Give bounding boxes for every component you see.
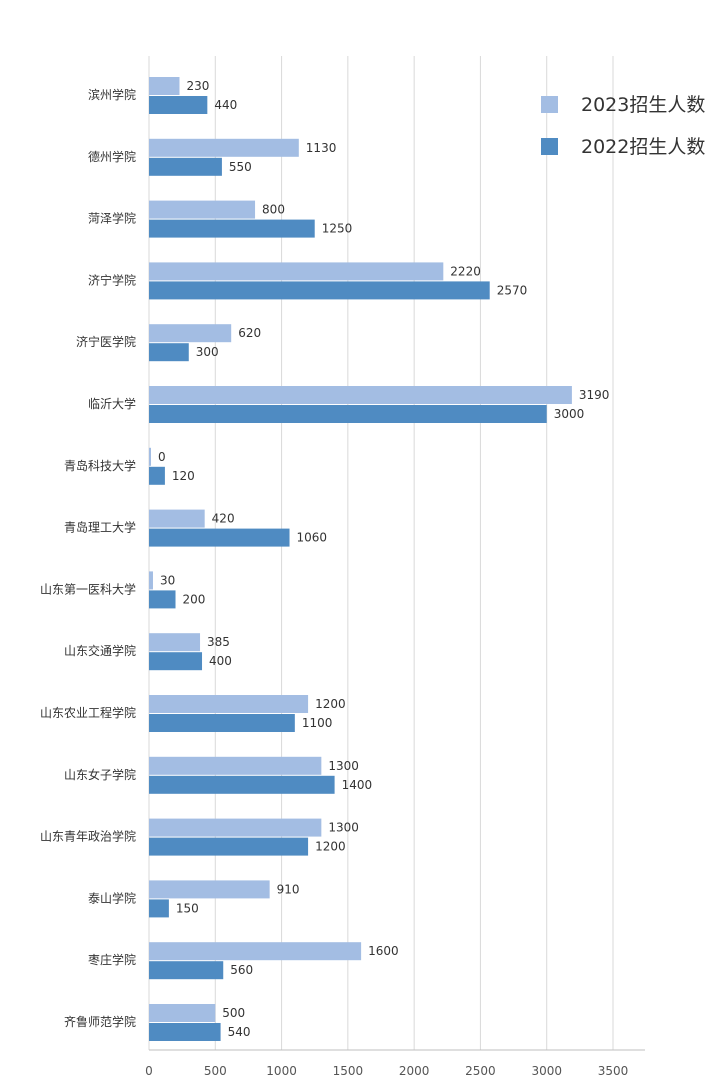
data-label: 550: [229, 160, 252, 174]
category-label: 菏泽学院: [88, 211, 136, 226]
bar-2022: [149, 775, 335, 794]
category-label: 滨州学院: [88, 87, 136, 102]
bar-2023: [149, 756, 322, 775]
data-label: 420: [212, 512, 235, 526]
x-tick-label: 3000: [531, 1064, 562, 1078]
category-label: 泰山学院: [88, 890, 136, 905]
data-label: 230: [186, 79, 209, 93]
category-label: 德州学院: [88, 149, 136, 164]
bar-2022: [149, 281, 490, 300]
data-label: 2220: [450, 264, 481, 278]
bar-2023: [149, 447, 151, 466]
x-tick-label: 1500: [333, 1064, 364, 1078]
bar-2022: [149, 157, 222, 176]
category-label: 山东交通学院: [64, 643, 136, 658]
data-label: 1200: [315, 697, 346, 711]
x-tick-label: 2000: [399, 1064, 430, 1078]
bar-2022: [149, 343, 189, 362]
x-tick-label: 3500: [598, 1064, 629, 1078]
category-label: 济宁学院: [88, 272, 136, 287]
data-label: 0: [158, 450, 166, 464]
data-label: 800: [262, 203, 285, 217]
legend-label: 2023招生人数: [581, 94, 705, 116]
data-label: 120: [172, 469, 195, 483]
bar-2022: [149, 219, 315, 238]
data-label: 3000: [554, 407, 585, 421]
category-label: 山东女子学院: [64, 767, 136, 782]
bar-2022: [149, 528, 290, 547]
data-label: 1130: [306, 141, 337, 155]
legend-swatch: [541, 138, 558, 155]
category-label: 青岛理工大学: [64, 520, 136, 535]
data-label: 910: [277, 882, 300, 896]
x-tick-label: 500: [204, 1064, 227, 1078]
bar-2022: [149, 405, 547, 423]
bar-2022: [149, 466, 165, 485]
category-label: 枣庄学院: [88, 952, 136, 967]
x-tick-label: 1000: [266, 1064, 297, 1078]
data-label: 150: [176, 901, 199, 915]
category-label: 齐鲁师范学院: [64, 1014, 136, 1029]
data-label: 560: [230, 963, 253, 977]
bar-2023: [149, 633, 201, 652]
data-label: 1200: [315, 840, 346, 854]
data-label: 540: [228, 1025, 251, 1039]
bar-2023: [149, 880, 270, 899]
legend-label: 2022招生人数: [581, 136, 705, 158]
category-labels: 滨州学院德州学院菏泽学院济宁学院济宁医学院临沂大学青岛科技大学青岛理工大学山东第…: [40, 87, 136, 1029]
category-label: 青岛科技大学: [64, 458, 136, 473]
bar-2023: [149, 386, 572, 404]
data-label: 200: [183, 592, 206, 606]
data-label: 500: [222, 1006, 245, 1020]
bar-2022: [149, 961, 224, 980]
data-label: 1300: [328, 821, 359, 835]
bar-2023: [149, 77, 180, 95]
bar-2022: [149, 1023, 221, 1041]
category-label: 山东第一医科大学: [40, 581, 136, 596]
data-label: 1400: [342, 778, 373, 792]
bar-2023: [149, 200, 256, 219]
category-label: 山东青年政治学院: [40, 829, 136, 844]
x-tick-label: 2500: [465, 1064, 496, 1078]
category-label: 山东农业工程学院: [40, 705, 136, 720]
bar-2023: [149, 942, 362, 961]
bar-2023: [149, 324, 232, 343]
data-label: 1600: [368, 944, 399, 958]
legend-swatch: [541, 96, 558, 113]
bar-2023: [149, 509, 205, 528]
bar-2022: [149, 652, 203, 671]
bar-2023: [149, 571, 153, 590]
data-labels: 2304401130550800125022202570620300319030…: [158, 79, 609, 1039]
x-axis: 0 500 1000 1500 2000 2500 3000 3500: [145, 1049, 645, 1078]
bar-2023: [149, 262, 444, 281]
legend: 2023招生人数 2022招生人数: [541, 94, 705, 158]
data-label: 300: [196, 345, 219, 359]
x-tick-label: 0: [145, 1064, 153, 1078]
bar-2023: [149, 818, 322, 837]
data-label: 3190: [579, 388, 610, 402]
data-label: 1300: [328, 759, 359, 773]
data-label: 400: [209, 654, 232, 668]
bar-2022: [149, 96, 208, 114]
bar-2022: [149, 590, 176, 609]
bar-2023: [149, 1004, 216, 1022]
bar-2023: [149, 695, 309, 713]
data-label: 2570: [497, 283, 528, 297]
bar-2022: [149, 837, 309, 856]
data-label: 440: [214, 98, 237, 112]
data-label: 620: [238, 326, 261, 340]
category-label: 济宁医学院: [76, 334, 136, 349]
bar-2023: [149, 138, 299, 157]
data-label: 1250: [322, 222, 353, 236]
bar-2022: [149, 714, 295, 732]
bars: [149, 77, 572, 1041]
bar-2022: [149, 899, 169, 918]
category-label: 临沂大学: [88, 396, 136, 411]
data-label: 385: [207, 635, 230, 649]
data-label: 1100: [302, 716, 333, 730]
data-label: 30: [160, 573, 175, 587]
data-label: 1060: [297, 531, 328, 545]
